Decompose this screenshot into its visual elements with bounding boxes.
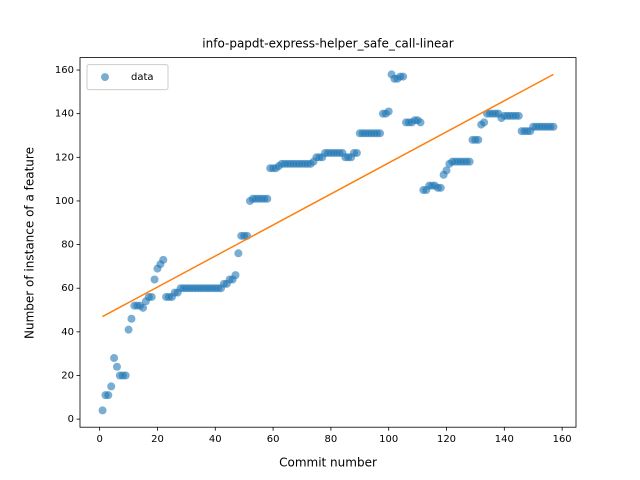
x-tick-label: 0 xyxy=(96,434,102,445)
data-point xyxy=(124,325,133,334)
data-point xyxy=(384,107,393,116)
x-tick-label: 20 xyxy=(151,434,164,445)
data-point xyxy=(159,255,168,264)
data-point xyxy=(139,303,148,312)
data-point xyxy=(104,391,113,400)
data-point xyxy=(147,292,156,301)
y-tick-label: 100 xyxy=(55,196,74,207)
x-axis-label: Commit number xyxy=(279,456,377,470)
chart-title: info-papdt-express-helper_safe_call-line… xyxy=(202,37,454,51)
data-point xyxy=(436,183,445,192)
data-point xyxy=(549,122,558,131)
data-point xyxy=(480,118,489,127)
legend-label: data xyxy=(131,72,154,83)
y-tick-label: 20 xyxy=(61,370,74,381)
data-point xyxy=(514,111,523,120)
data-point xyxy=(121,371,130,380)
data-point xyxy=(416,118,425,127)
y-tick-label: 160 xyxy=(55,65,74,76)
x-tick-label: 120 xyxy=(437,434,456,445)
data-point xyxy=(150,275,159,284)
data-point xyxy=(231,271,240,280)
data-point xyxy=(399,72,408,81)
data-point xyxy=(442,166,451,175)
data-point xyxy=(110,354,119,363)
y-tick-label: 80 xyxy=(61,240,74,251)
x-tick-label: 60 xyxy=(267,434,280,445)
y-tick-label: 40 xyxy=(61,327,74,338)
data-point xyxy=(98,406,107,415)
x-tick-label: 140 xyxy=(495,434,514,445)
data-point xyxy=(352,148,361,157)
legend-marker xyxy=(101,73,109,82)
x-tick-label: 160 xyxy=(553,434,572,445)
data-point xyxy=(376,129,385,138)
data-point xyxy=(474,135,483,144)
x-tick-label: 100 xyxy=(379,434,398,445)
legend-box xyxy=(86,64,169,91)
y-tick-label: 0 xyxy=(68,414,74,425)
x-tick-label: 40 xyxy=(209,434,222,445)
data-point xyxy=(465,157,474,166)
axes-frame xyxy=(79,57,577,428)
y-tick-label: 140 xyxy=(55,109,74,120)
data-point xyxy=(234,249,243,258)
x-tick-label: 80 xyxy=(325,434,338,445)
data-point xyxy=(127,314,136,323)
fit-line xyxy=(102,73,554,318)
data-point xyxy=(107,382,116,391)
y-tick-label: 60 xyxy=(61,283,74,294)
data-point xyxy=(263,194,272,203)
data-point xyxy=(112,362,121,371)
y-tick-label: 120 xyxy=(55,152,74,163)
y-axis-label: Number of instance of a feature xyxy=(23,147,37,339)
